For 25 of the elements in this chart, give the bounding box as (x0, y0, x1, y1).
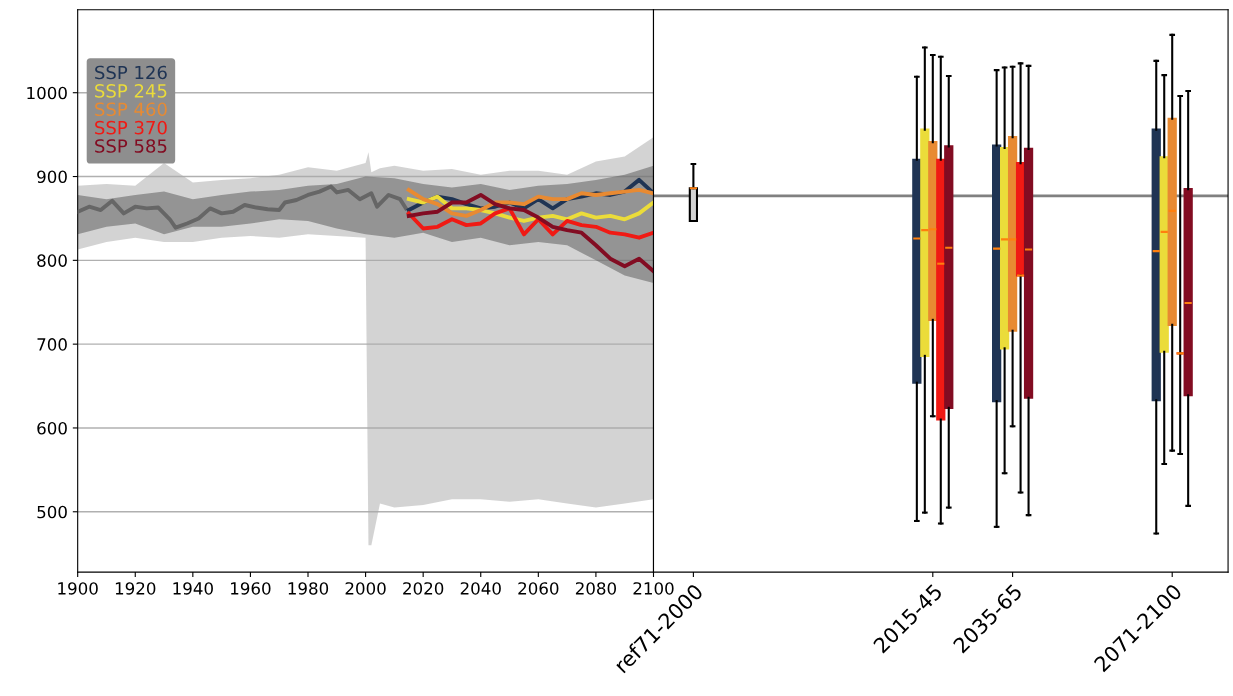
text: SSP 126 (95, 65, 167, 80)
y-tick-label: 600 (37, 421, 67, 435)
x-tick-label: 2080 (575, 582, 617, 595)
text: SSP 585 (95, 139, 167, 153)
line-series (406, 206, 654, 240)
x-tick-label: 2020 (403, 582, 444, 595)
x-tick-label: 2060 (518, 582, 559, 595)
x-tick-label: 1980 (288, 582, 329, 595)
text: SSP 460 (95, 102, 167, 117)
line-series (406, 193, 654, 274)
text: SSP 245 (95, 84, 167, 98)
x-tick-label: 1920 (115, 582, 156, 595)
y-tick-label: 900 (37, 170, 67, 184)
x-tick-label: 2040 (460, 582, 501, 595)
y-tick-label: 1000 (27, 86, 67, 100)
y-tick-label: 500 (37, 505, 67, 519)
x-tick-label: 1960 (231, 582, 271, 595)
text: SSP 370 (95, 120, 167, 135)
x-tick-label: 1900 (58, 582, 98, 595)
x-tick-label: 2000 (345, 582, 386, 595)
line-series (77, 184, 408, 230)
line-series (406, 187, 654, 218)
y-tick-label: 700 (37, 338, 67, 351)
y-tick-label: 800 (37, 254, 67, 267)
x-tick-label: 1940 (173, 582, 213, 595)
